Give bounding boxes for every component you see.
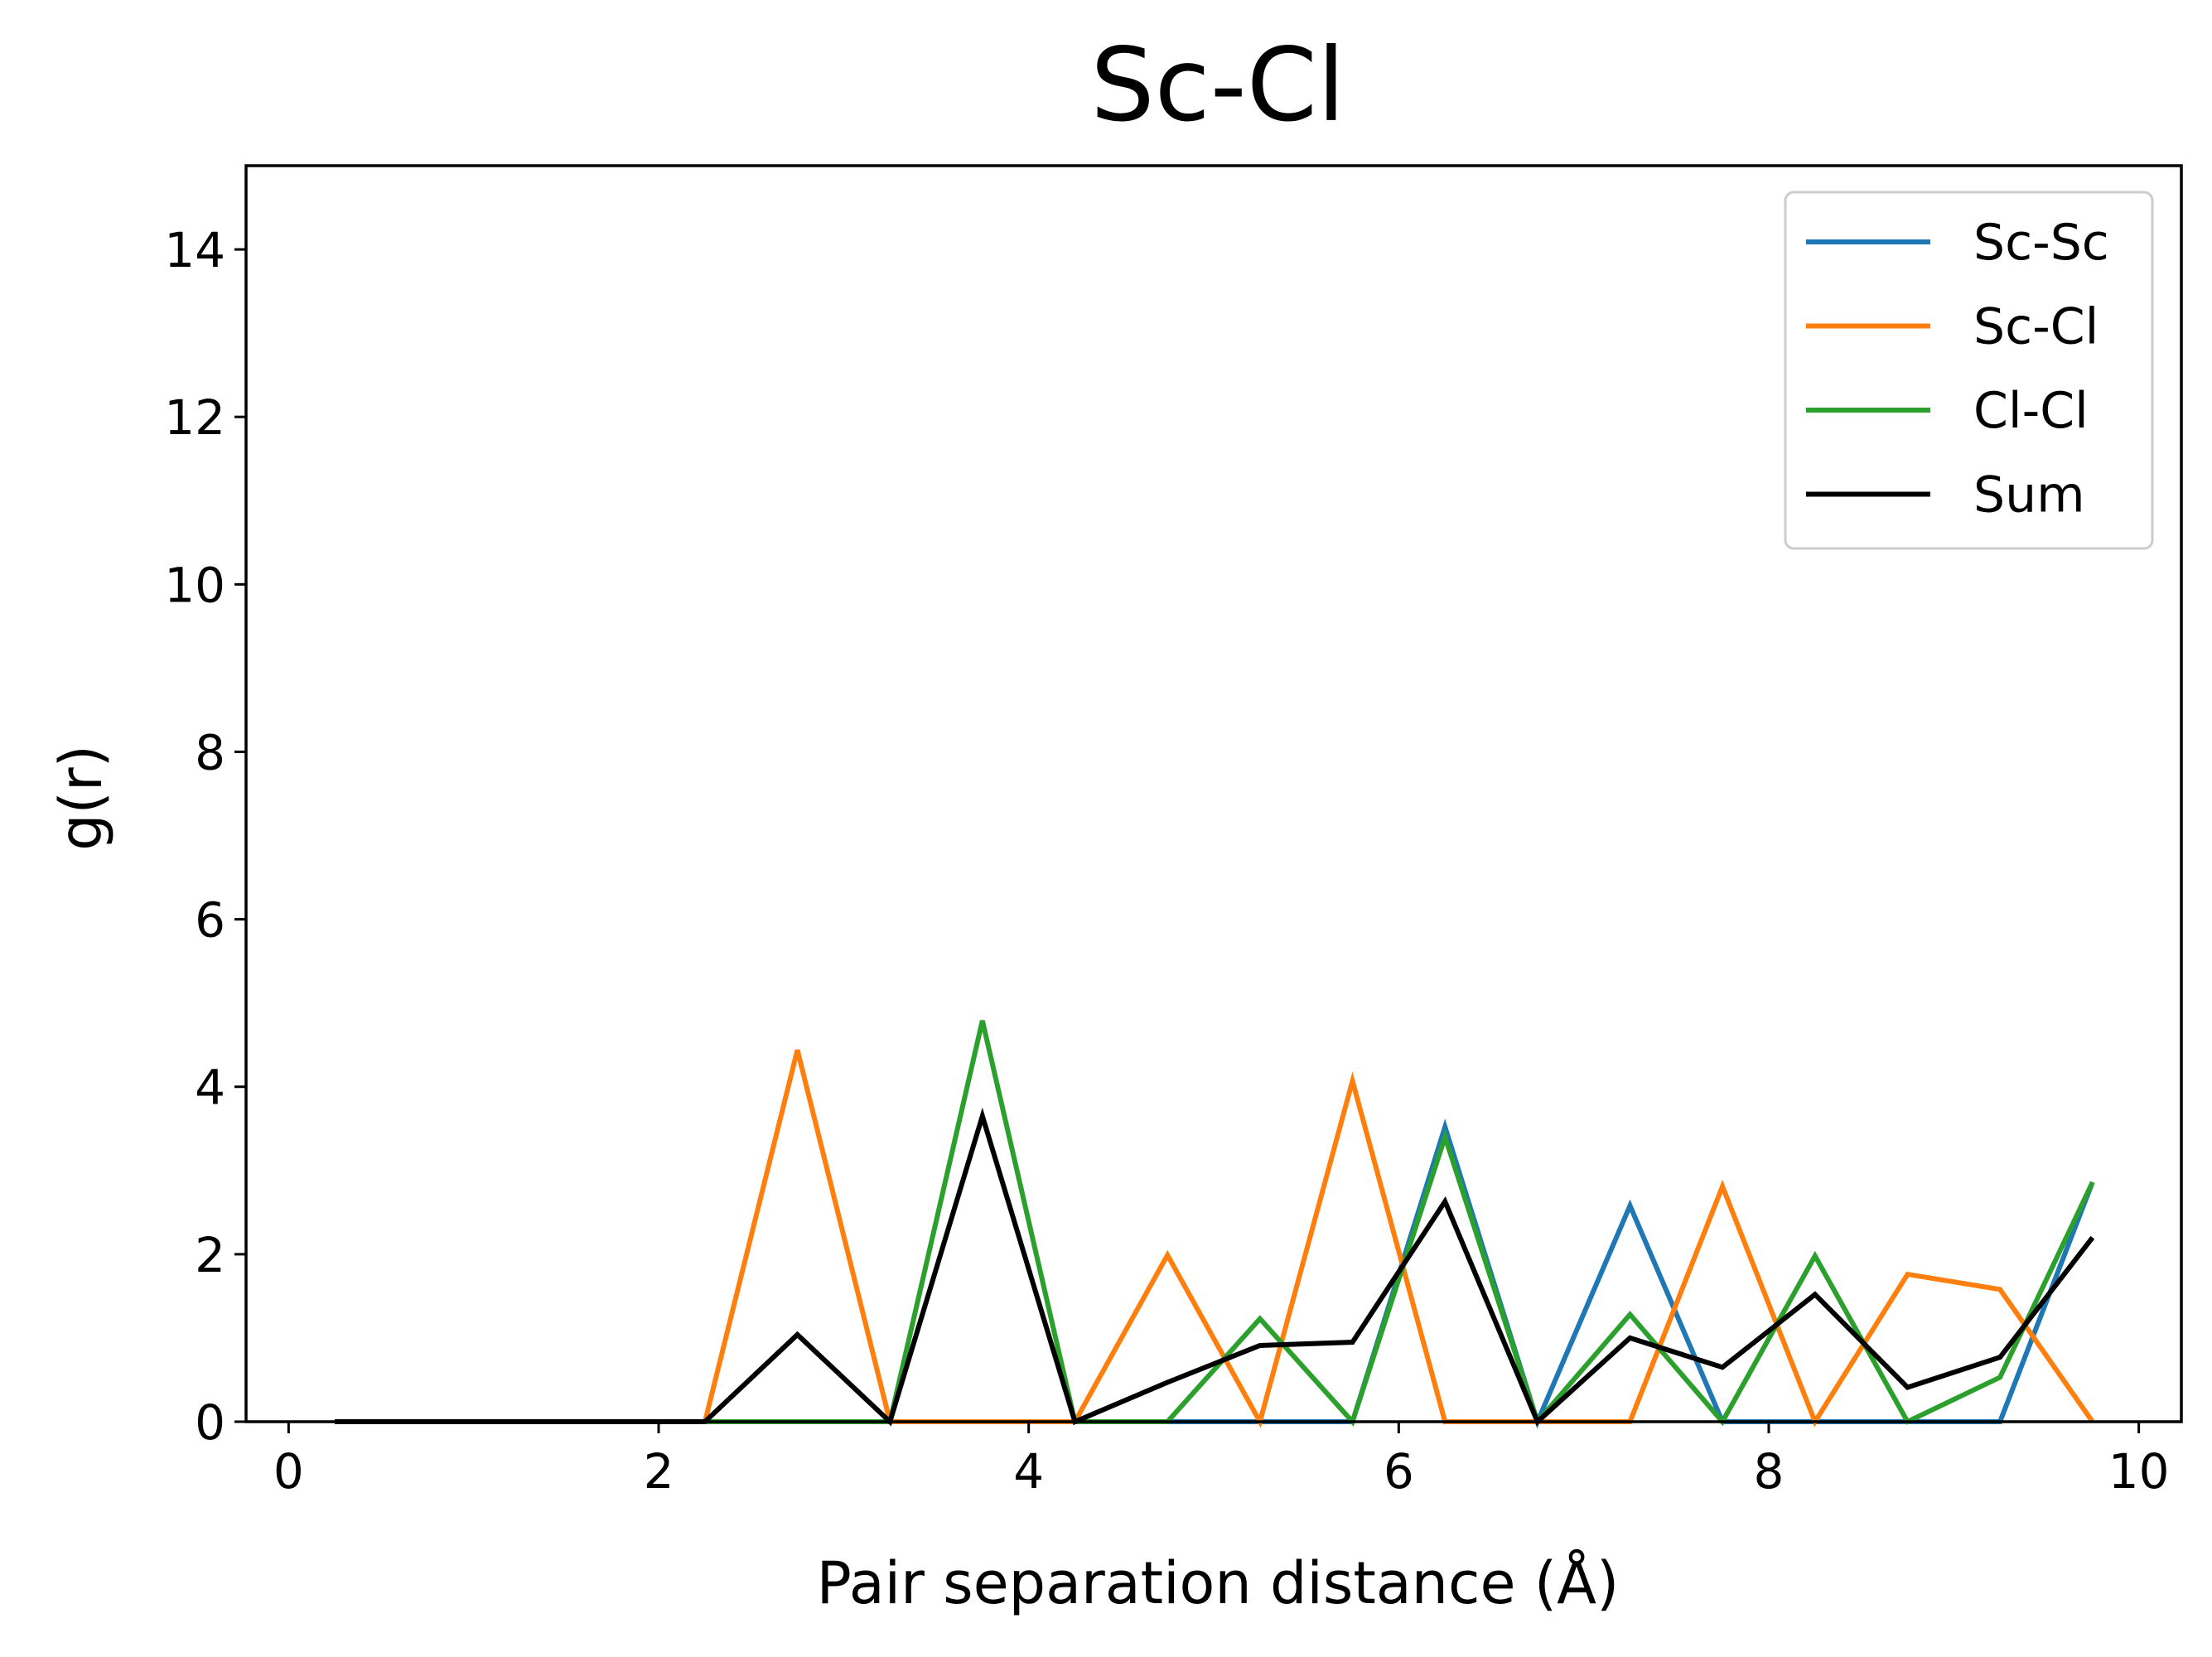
legend-box (1784, 191, 2154, 550)
chart-title: Sc-Cl (1090, 27, 1345, 144)
legend-label-cl-cl: Cl-Cl (1973, 382, 2089, 440)
y-axis-label: g(r) (47, 745, 115, 851)
plot-frame (244, 164, 2183, 1423)
plot-area (244, 164, 2183, 1429)
x-tick-label: 10 (2108, 1443, 2170, 1500)
x-tick-label: 6 (1384, 1443, 1414, 1500)
x-axis: 0 2 4 6 8 10 (273, 1422, 2170, 1500)
legend-label-sc-cl: Sc-Cl (1973, 298, 2099, 356)
legend-label-sum: Sum (1973, 466, 2085, 524)
x-tick-label: 2 (644, 1443, 674, 1500)
x-tick-label: 0 (273, 1443, 304, 1500)
legend: Sc-Sc Sc-Cl Cl-Cl Sum (1784, 191, 2154, 550)
y-tick-label: 0 (195, 1394, 225, 1451)
y-axis: 0 2 4 6 8 10 12 14 (164, 222, 246, 1451)
x-tick-label: 4 (1013, 1443, 1044, 1500)
y-tick-label: 2 (195, 1227, 225, 1283)
y-tick-label: 10 (164, 557, 225, 613)
series-line-sum (335, 1107, 2095, 1427)
x-tick-label: 8 (1754, 1443, 1785, 1500)
series-line-sc-sc (335, 1118, 2095, 1429)
y-tick-label: 12 (164, 389, 225, 446)
legend-label-sc-sc: Sc-Sc (1973, 214, 2109, 272)
y-tick-label: 14 (164, 222, 225, 278)
y-tick-label: 6 (195, 892, 225, 949)
y-tick-label: 8 (195, 724, 225, 780)
x-axis-label: Pair separation distance (Å) (817, 1549, 1620, 1617)
y-tick-label: 4 (195, 1060, 225, 1116)
